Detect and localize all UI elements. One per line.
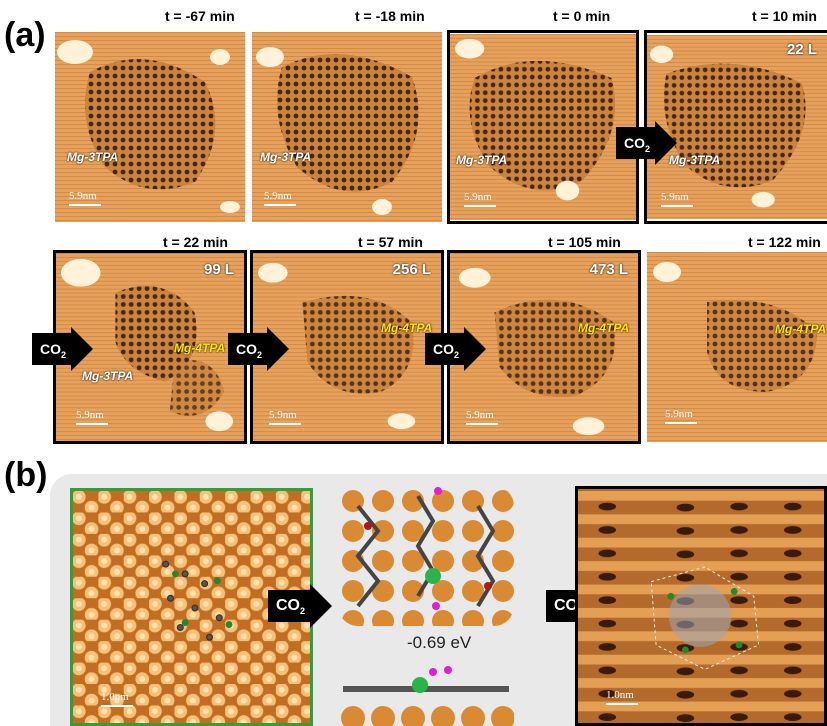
- co2-text: CO: [276, 597, 300, 614]
- stm-image-mg4tpa: 1.0nm: [575, 486, 827, 726]
- co2-subscript: 2: [645, 143, 651, 154]
- mg-3tpa-label: Mg-3TPA: [669, 153, 721, 167]
- panel-label-b: (b): [4, 456, 48, 494]
- scale-text: 5.9nm: [661, 191, 689, 203]
- stm-image-content: [647, 252, 827, 442]
- scale-text: 5.9nm: [269, 409, 297, 421]
- stm-image: Mg-4TPA 5.9nm: [647, 252, 827, 442]
- stm-image-content: [55, 32, 245, 222]
- dft-model-side-view: [338, 660, 514, 726]
- mg-4tpa-label: Mg-4TPA: [578, 321, 630, 335]
- stm-image-content: [56, 253, 244, 441]
- time-label: t = 105 min: [548, 234, 621, 250]
- dose-label: 256 L: [392, 261, 431, 278]
- dft-model-top-view: [338, 486, 514, 626]
- time-label: t = 10 min: [752, 8, 817, 24]
- arrow-head-icon: [655, 121, 678, 165]
- stm-image-content: [450, 34, 636, 220]
- dose-label: 473 L: [589, 261, 628, 278]
- scale-bar: 1.0nm: [606, 689, 638, 705]
- co2-arrow: CO2: [32, 327, 94, 371]
- stm-image-content: [252, 32, 442, 222]
- co2-text: CO: [40, 341, 61, 357]
- mg-3tpa-label: Mg-3TPA: [456, 153, 508, 167]
- scale-text: 1.0nm: [606, 689, 634, 701]
- mg-4tpa-label: Mg-4TPA: [775, 322, 827, 336]
- scale-text: 5.9nm: [464, 191, 492, 203]
- time-label: t = -18 min: [355, 8, 425, 24]
- co2-arrow: CO2: [425, 327, 487, 371]
- scale-bar: 5.9nm: [466, 409, 498, 425]
- scale-bar: 1.0nm: [101, 691, 133, 707]
- co2-text: CO: [624, 135, 645, 151]
- stm-image: 99 L Mg-4TPA Mg-3TPA 5.9nm: [53, 250, 247, 444]
- scale-text: 5.9nm: [665, 408, 693, 420]
- arrow-head-icon: [310, 584, 333, 628]
- dft-model-content: [338, 660, 514, 726]
- co2-text: CO: [236, 341, 257, 357]
- co2-arrow-body: CO2: [616, 127, 657, 159]
- co2-arrow: CO2: [616, 121, 678, 165]
- scale-text: 5.9nm: [69, 190, 97, 202]
- mg-3tpa-label: Mg-3TPA: [67, 150, 119, 164]
- time-label: t = 22 min: [163, 234, 228, 250]
- co2-arrow: CO2: [228, 327, 290, 371]
- scale-bar: 5.9nm: [661, 191, 693, 207]
- co2-text: CO: [433, 341, 454, 357]
- scale-bar: 5.9nm: [76, 409, 108, 425]
- stm-image-content: [578, 489, 824, 723]
- scale-bar: 5.9nm: [69, 190, 101, 206]
- co2-arrow: CO2: [268, 584, 333, 628]
- scale-bar: 5.9nm: [665, 408, 697, 424]
- arrow-head-icon: [267, 327, 290, 371]
- co2-arrow-body: CO2: [425, 333, 466, 365]
- co2-subscript: 2: [61, 349, 67, 360]
- co2-subscript: 2: [454, 349, 460, 360]
- scale-text: 1.0nm: [101, 691, 129, 703]
- mg-4tpa-label: Mg-4TPA: [174, 341, 226, 355]
- binding-energy-label: -0.69 eV: [407, 633, 472, 652]
- scale-text: 5.9nm: [466, 409, 494, 421]
- mg-4tpa-label: Mg-4TPA: [381, 321, 433, 335]
- scale-bar: 5.9nm: [464, 191, 496, 207]
- co2-arrow-body: CO2: [268, 590, 312, 622]
- stm-image: Mg-3TPA 5.9nm: [447, 30, 639, 224]
- scale-text: 5.9nm: [264, 190, 292, 202]
- stm-image: Mg-3TPA 5.9nm: [55, 32, 245, 222]
- time-label: t = 0 min: [553, 8, 611, 24]
- co2-arrow-body: CO2: [228, 333, 269, 365]
- arrow-head-icon: [464, 327, 487, 371]
- panel-label-a: (a): [4, 16, 46, 54]
- scale-text: 5.9nm: [76, 409, 104, 421]
- dose-label: 22 L: [786, 41, 817, 58]
- co2-text: CO: [554, 597, 578, 614]
- mg-3tpa-label: Mg-3TPA: [260, 150, 312, 164]
- time-label: t = -67 min: [165, 8, 235, 24]
- co2-subscript: 2: [257, 349, 263, 360]
- scale-bar: 5.9nm: [264, 190, 296, 206]
- co2-arrow-body: CO2: [32, 333, 73, 365]
- time-label: t = 57 min: [358, 234, 423, 250]
- dft-model-content: [338, 486, 514, 626]
- scale-bar: 5.9nm: [269, 409, 301, 425]
- mg-3tpa-label: Mg-3TPA: [82, 369, 134, 383]
- time-label: t = 122 min: [748, 234, 821, 250]
- dose-label: 99 L: [203, 261, 234, 278]
- stm-image: Mg-3TPA 5.9nm: [252, 32, 442, 222]
- arrow-head-icon: [71, 327, 94, 371]
- co2-subscript: 2: [300, 606, 306, 617]
